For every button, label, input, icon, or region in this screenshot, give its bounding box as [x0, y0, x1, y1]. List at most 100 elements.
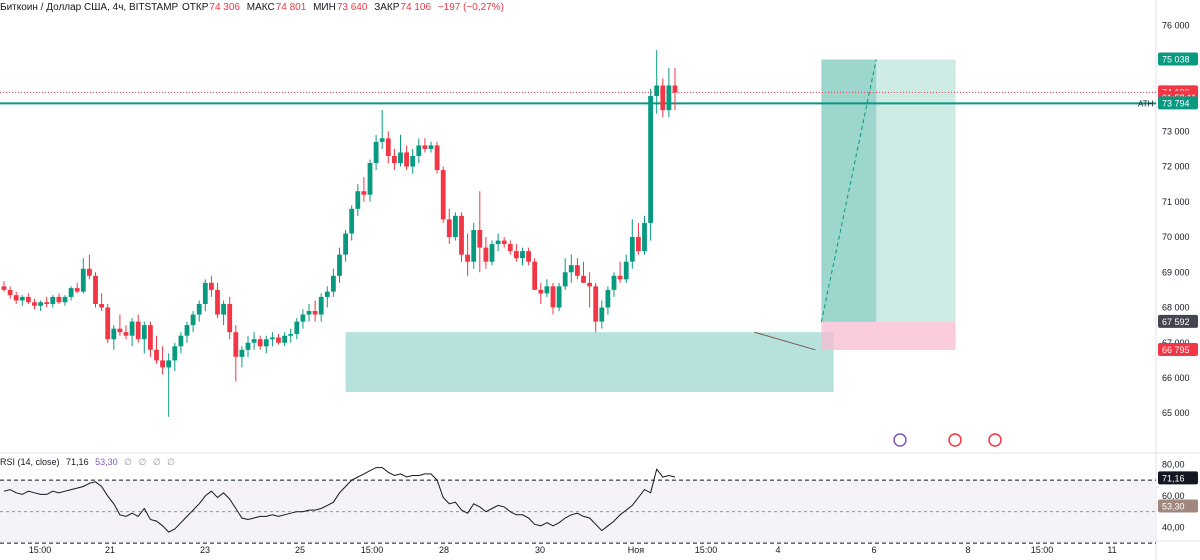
- event-us-flag-icon: [988, 433, 1002, 447]
- candle-body: [300, 314, 306, 322]
- high-value: 74 801: [275, 2, 307, 13]
- candle: [87, 254, 92, 280]
- chart-header: Биткоин / Доллар США, 4ч, BITSTAMP ОТКР7…: [0, 2, 508, 13]
- candle-body: [660, 85, 666, 111]
- symbol-title[interactable]: Биткоин / Доллар США, 4ч, BITSTAMP: [0, 2, 179, 13]
- candle-body: [251, 339, 257, 343]
- candle-body: [581, 275, 586, 283]
- candle-body: [398, 152, 403, 164]
- candle-body: [422, 145, 428, 149]
- candle-body: [379, 138, 385, 142]
- candle: [520, 247, 525, 266]
- candle-body: [80, 268, 86, 292]
- candle: [660, 78, 666, 118]
- candle: [489, 240, 495, 266]
- candle-body: [361, 191, 367, 195]
- candle: [514, 244, 519, 262]
- candle: [312, 300, 318, 322]
- candle-body: [227, 303, 233, 333]
- rsi-placeholders: ∅ ∅ ∅ ∅: [124, 457, 178, 467]
- candle-body: [324, 291, 330, 297]
- close-label: ЗАКР: [374, 2, 400, 13]
- candle-body: [392, 155, 397, 164]
- candle: [331, 268, 336, 297]
- candle: [465, 233, 470, 276]
- candle: [196, 300, 202, 322]
- candle-body: [349, 208, 355, 234]
- candle: [32, 298, 37, 310]
- candle-body: [209, 282, 214, 290]
- candle: [288, 328, 294, 343]
- candle: [349, 205, 355, 241]
- candle-body: [202, 282, 208, 304]
- candle-body: [355, 191, 361, 209]
- candle: [459, 212, 464, 262]
- candle-body: [190, 314, 196, 326]
- candle: [26, 293, 31, 304]
- demand-zone: [345, 332, 834, 393]
- candle: [385, 131, 391, 164]
- candle: [318, 293, 324, 322]
- candle-body: [99, 303, 104, 308]
- candle: [367, 159, 373, 202]
- candle: [538, 282, 544, 304]
- candle-body: [56, 296, 62, 303]
- candle-body: [636, 237, 641, 252]
- candle-body: [471, 229, 477, 262]
- candle-body: [38, 302, 43, 306]
- candle-body: [257, 339, 263, 347]
- candle: [215, 282, 220, 319]
- candle-body: [532, 261, 538, 290]
- price-label: 67 592: [1162, 317, 1190, 327]
- candle-body: [514, 251, 519, 259]
- candle-body: [117, 328, 123, 333]
- candle-body: [50, 296, 56, 304]
- candle-body: [459, 215, 464, 255]
- candle-body: [178, 335, 184, 347]
- candle-body: [416, 145, 422, 156]
- candle-body: [483, 247, 489, 262]
- candle: [93, 272, 98, 308]
- candle: [477, 191, 483, 273]
- candle: [123, 325, 129, 340]
- candle: [282, 332, 287, 347]
- candle-body: [617, 275, 623, 280]
- rsi-label[interactable]: RSI (14, close): [0, 457, 60, 467]
- time-tick-label: 11: [1107, 545, 1116, 555]
- candle: [324, 286, 330, 308]
- candle: [434, 141, 440, 174]
- candle: [483, 237, 489, 269]
- candle-body: [410, 155, 416, 167]
- candle-body: [648, 96, 653, 223]
- candle-body: [129, 321, 135, 336]
- candle-body: [312, 311, 318, 315]
- candle-body: [385, 138, 391, 156]
- candle: [129, 318, 135, 347]
- candle: [209, 275, 214, 297]
- price-label-bg: [1158, 342, 1198, 356]
- candle: [453, 212, 458, 241]
- candle-body: [434, 145, 440, 171]
- candle-body: [160, 360, 165, 368]
- candle-body: [587, 282, 592, 287]
- candle: [556, 282, 562, 312]
- candle-body: [294, 321, 300, 334]
- candle: [581, 261, 586, 283]
- candle: [398, 134, 403, 167]
- candle: [141, 321, 147, 354]
- position-path: [820, 59, 877, 322]
- candle: [19, 295, 25, 306]
- price-label: 66 795: [1162, 345, 1190, 355]
- candle-body: [575, 265, 580, 276]
- candle-body: [453, 215, 458, 238]
- candle-body: [111, 328, 117, 340]
- candle-body: [166, 360, 172, 368]
- candle-body: [337, 254, 342, 276]
- candle-body: [550, 286, 556, 308]
- candle: [263, 335, 269, 354]
- time-tick-label: 4: [775, 545, 780, 555]
- price-tick-label: 73 000: [1162, 126, 1190, 136]
- candle-body: [666, 85, 672, 111]
- candle-body: [154, 349, 159, 361]
